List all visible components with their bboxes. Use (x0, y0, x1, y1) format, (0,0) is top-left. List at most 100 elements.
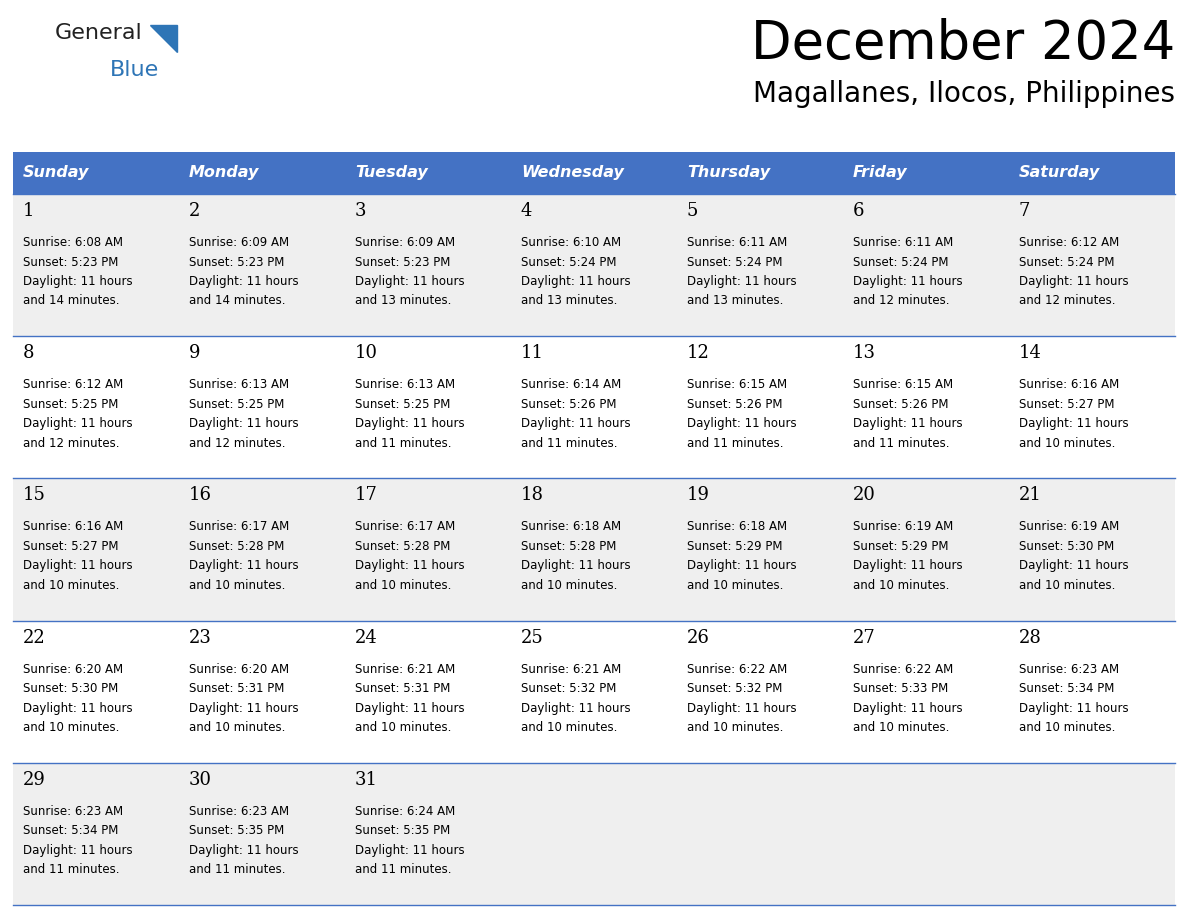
Text: Sunset: 5:35 PM: Sunset: 5:35 PM (355, 824, 450, 837)
Text: Daylight: 11 hours: Daylight: 11 hours (853, 701, 962, 714)
Bar (345, 478, 511, 621)
Bar (511, 763, 677, 905)
Text: 19: 19 (687, 487, 710, 504)
Text: 14: 14 (1019, 344, 1042, 363)
Text: 28: 28 (1019, 629, 1042, 646)
Text: Saturday: Saturday (1019, 165, 1100, 181)
Text: Sunrise: 6:22 AM: Sunrise: 6:22 AM (853, 663, 953, 676)
Text: Daylight: 11 hours: Daylight: 11 hours (522, 417, 631, 431)
Bar (345, 194, 511, 336)
Text: Daylight: 11 hours: Daylight: 11 hours (189, 559, 298, 573)
Text: Sunset: 5:26 PM: Sunset: 5:26 PM (522, 397, 617, 410)
Text: Daylight: 11 hours: Daylight: 11 hours (189, 844, 298, 856)
Text: Sunrise: 6:24 AM: Sunrise: 6:24 AM (355, 805, 455, 818)
Text: Sunrise: 6:19 AM: Sunrise: 6:19 AM (853, 521, 953, 533)
Bar (843, 478, 1009, 621)
Text: Daylight: 11 hours: Daylight: 11 hours (687, 417, 797, 431)
Bar (843, 152, 1009, 194)
Text: Daylight: 11 hours: Daylight: 11 hours (189, 417, 298, 431)
Text: and 10 minutes.: and 10 minutes. (1019, 437, 1116, 450)
Text: 7: 7 (1019, 202, 1030, 220)
Text: Sunrise: 6:12 AM: Sunrise: 6:12 AM (1019, 236, 1119, 249)
Bar (843, 763, 1009, 905)
Text: Friday: Friday (853, 165, 908, 181)
Text: Daylight: 11 hours: Daylight: 11 hours (1019, 275, 1129, 288)
Text: Daylight: 11 hours: Daylight: 11 hours (687, 275, 797, 288)
Bar (843, 336, 1009, 478)
Bar (677, 194, 843, 336)
Text: Sunset: 5:28 PM: Sunset: 5:28 PM (522, 540, 617, 553)
Text: Daylight: 11 hours: Daylight: 11 hours (23, 844, 133, 856)
Text: Sunrise: 6:10 AM: Sunrise: 6:10 AM (522, 236, 621, 249)
Bar (345, 336, 511, 478)
Text: and 11 minutes.: and 11 minutes. (189, 863, 285, 877)
Bar (345, 763, 511, 905)
Text: Daylight: 11 hours: Daylight: 11 hours (355, 417, 465, 431)
Text: and 14 minutes.: and 14 minutes. (189, 295, 285, 308)
Text: Sunset: 5:23 PM: Sunset: 5:23 PM (23, 255, 119, 268)
Text: Sunday: Sunday (23, 165, 89, 181)
Text: Sunrise: 6:18 AM: Sunrise: 6:18 AM (687, 521, 788, 533)
Text: Magallanes, Ilocos, Philippines: Magallanes, Ilocos, Philippines (753, 80, 1175, 108)
Text: 11: 11 (522, 344, 544, 363)
Text: 4: 4 (522, 202, 532, 220)
Text: Tuesday: Tuesday (355, 165, 428, 181)
Text: and 10 minutes.: and 10 minutes. (853, 579, 949, 592)
Text: 2: 2 (189, 202, 201, 220)
Bar (13, 763, 179, 905)
Text: Sunset: 5:25 PM: Sunset: 5:25 PM (189, 397, 284, 410)
Text: Daylight: 11 hours: Daylight: 11 hours (853, 417, 962, 431)
Text: Daylight: 11 hours: Daylight: 11 hours (355, 701, 465, 714)
Text: 12: 12 (687, 344, 710, 363)
Text: 31: 31 (355, 771, 378, 789)
Text: 8: 8 (23, 344, 34, 363)
Bar (13, 621, 179, 763)
Text: 5: 5 (687, 202, 699, 220)
Text: Sunrise: 6:15 AM: Sunrise: 6:15 AM (853, 378, 953, 391)
Bar (1009, 194, 1175, 336)
Text: Sunrise: 6:11 AM: Sunrise: 6:11 AM (853, 236, 953, 249)
Text: and 14 minutes.: and 14 minutes. (23, 295, 120, 308)
Text: Sunrise: 6:09 AM: Sunrise: 6:09 AM (189, 236, 289, 249)
Text: Daylight: 11 hours: Daylight: 11 hours (23, 417, 133, 431)
Text: Sunset: 5:24 PM: Sunset: 5:24 PM (1019, 255, 1114, 268)
Text: Sunrise: 6:17 AM: Sunrise: 6:17 AM (189, 521, 289, 533)
Text: Sunset: 5:26 PM: Sunset: 5:26 PM (853, 397, 948, 410)
Text: and 10 minutes.: and 10 minutes. (1019, 722, 1116, 734)
Text: Daylight: 11 hours: Daylight: 11 hours (23, 275, 133, 288)
Text: Daylight: 11 hours: Daylight: 11 hours (687, 559, 797, 573)
Text: Sunrise: 6:16 AM: Sunrise: 6:16 AM (1019, 378, 1119, 391)
Text: and 13 minutes.: and 13 minutes. (355, 295, 451, 308)
Text: Sunrise: 6:17 AM: Sunrise: 6:17 AM (355, 521, 455, 533)
Bar (511, 194, 677, 336)
Text: Sunset: 5:34 PM: Sunset: 5:34 PM (1019, 682, 1114, 695)
Text: Sunset: 5:24 PM: Sunset: 5:24 PM (853, 255, 948, 268)
Bar (1009, 621, 1175, 763)
Text: and 10 minutes.: and 10 minutes. (522, 579, 618, 592)
Bar (179, 621, 345, 763)
Text: 26: 26 (687, 629, 710, 646)
Text: Sunrise: 6:16 AM: Sunrise: 6:16 AM (23, 521, 124, 533)
Text: Sunrise: 6:23 AM: Sunrise: 6:23 AM (189, 805, 289, 818)
Bar (179, 763, 345, 905)
Text: and 13 minutes.: and 13 minutes. (522, 295, 618, 308)
Text: Sunset: 5:23 PM: Sunset: 5:23 PM (355, 255, 450, 268)
Text: and 12 minutes.: and 12 minutes. (189, 437, 285, 450)
Text: 3: 3 (355, 202, 367, 220)
Text: Sunset: 5:33 PM: Sunset: 5:33 PM (853, 682, 948, 695)
Bar (511, 152, 677, 194)
Text: Sunrise: 6:08 AM: Sunrise: 6:08 AM (23, 236, 124, 249)
Text: and 11 minutes.: and 11 minutes. (355, 437, 451, 450)
Text: Daylight: 11 hours: Daylight: 11 hours (23, 559, 133, 573)
Text: Sunrise: 6:22 AM: Sunrise: 6:22 AM (687, 663, 788, 676)
Bar (13, 194, 179, 336)
Text: Sunrise: 6:14 AM: Sunrise: 6:14 AM (522, 378, 621, 391)
Text: Sunset: 5:29 PM: Sunset: 5:29 PM (687, 540, 783, 553)
Text: and 12 minutes.: and 12 minutes. (1019, 295, 1116, 308)
Text: 9: 9 (189, 344, 201, 363)
Text: 13: 13 (853, 344, 876, 363)
Text: and 11 minutes.: and 11 minutes. (355, 863, 451, 877)
Bar (345, 152, 511, 194)
Text: Blue: Blue (110, 60, 159, 80)
Text: 30: 30 (189, 771, 211, 789)
